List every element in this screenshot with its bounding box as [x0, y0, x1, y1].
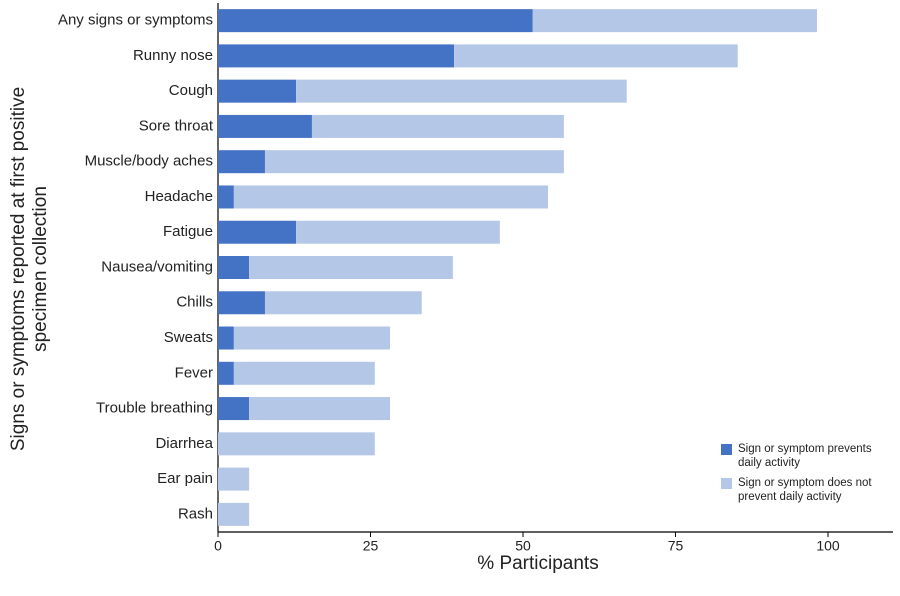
bar-segment: [233, 185, 549, 209]
bar-segment: [218, 185, 234, 209]
legend-swatch: [721, 478, 732, 489]
bar-segment: [218, 291, 265, 315]
y-axis-label: Signs or symptoms reported at first posi…: [8, 86, 51, 452]
y-tick-label: Fatigue: [163, 223, 213, 240]
y-tick-label: Chills: [176, 294, 213, 311]
y-tick-label: Headache: [145, 188, 213, 205]
bar-segment: [264, 291, 422, 315]
bar-segment: [218, 326, 234, 350]
bar-segment: [218, 220, 297, 244]
y-tick-label: Rash: [178, 505, 213, 522]
bar-segment: [218, 361, 234, 385]
bar-segment: [296, 79, 627, 103]
x-tick-label: 50: [515, 538, 531, 554]
bar-segment: [218, 79, 297, 103]
bar-segment: [218, 150, 265, 174]
y-tick-label: Cough: [169, 82, 213, 99]
bar-segment: [218, 44, 455, 68]
bar-segment: [454, 44, 738, 68]
x-axis-label: % Participants: [477, 553, 599, 574]
bar-segment: [218, 256, 250, 279]
x-tick-label: 25: [363, 538, 379, 554]
y-tick-label: Diarrhea: [155, 435, 213, 452]
legend-label: Sign or symptom prevents daily activity: [738, 443, 872, 469]
bar-segment: [532, 9, 818, 33]
x-tick-label: 100: [816, 538, 840, 554]
legend-swatch: [721, 444, 732, 455]
x-tick-label: 75: [668, 538, 684, 554]
y-tick-label: Trouble breathing: [96, 400, 213, 417]
y-tick-label: Muscle/body aches: [85, 153, 213, 170]
bar-segment: [264, 150, 564, 174]
bar-segment: [311, 114, 564, 138]
bar-segment: [218, 114, 312, 138]
y-tick-label: Any signs or symptoms: [58, 12, 213, 29]
y-tick-label: Ear pain: [157, 470, 213, 487]
bar-segment: [218, 467, 250, 491]
legend-label: Sign or symptom does not prevent daily a…: [738, 477, 872, 503]
bar-segment: [249, 256, 453, 279]
y-tick-label: Nausea/vomiting: [101, 258, 213, 275]
bar-segment: [218, 502, 250, 526]
bar-segment: [218, 397, 250, 421]
y-tick-label: Fever: [175, 364, 213, 381]
bar-segment: [249, 397, 391, 421]
y-tick-label: Sweats: [164, 329, 213, 346]
bar-segment: [233, 326, 391, 350]
x-tick-label: 0: [214, 538, 222, 554]
bar-segment: [233, 361, 375, 385]
bar-segment: [218, 432, 375, 456]
y-tick-label: Sore throat: [139, 117, 214, 134]
bar-segment: [296, 220, 500, 244]
y-tick-label: Runny nose: [133, 47, 213, 64]
bar-segment: [218, 9, 533, 33]
